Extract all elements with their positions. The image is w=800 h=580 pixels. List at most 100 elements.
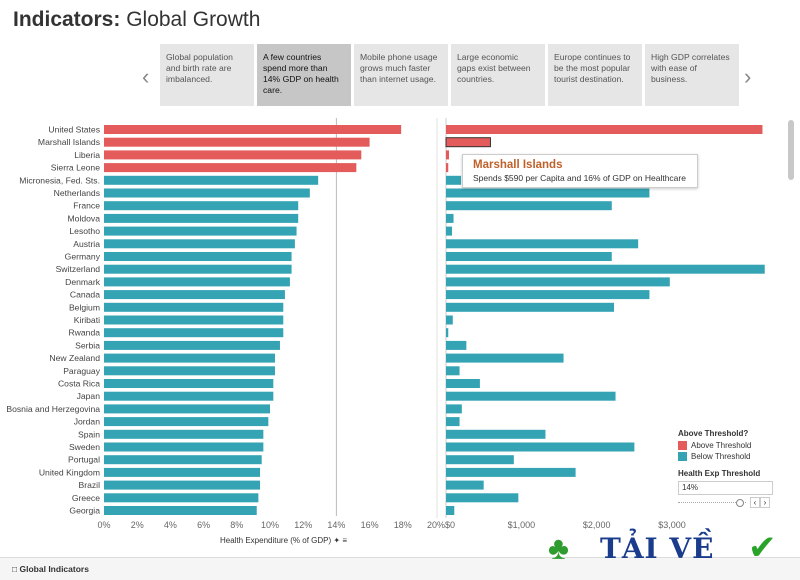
threshold-slider[interactable]: ‹ ›	[678, 497, 770, 509]
gdp-bar	[104, 353, 275, 363]
gdp-bar	[104, 467, 261, 477]
x-axis-title: Health Expenditure (% of GDP) ✦ ≡	[220, 536, 347, 545]
pin-icon[interactable]: ✦	[333, 536, 341, 545]
x-tick-left: 2%	[131, 520, 144, 530]
per-capita-bar	[446, 404, 462, 414]
watermark-text: TẢI VỀ	[600, 532, 715, 565]
category-label: Rwanda	[68, 328, 100, 338]
category-label: Brazil	[79, 480, 101, 490]
per-capita-bar	[446, 226, 453, 236]
footer-bar: □ Global Indicators	[0, 557, 800, 580]
per-capita-bar	[446, 455, 514, 465]
per-capita-bar	[446, 493, 519, 503]
legend-label-below: Below Threshold	[691, 452, 751, 461]
gdp-bar	[104, 175, 319, 185]
per-capita-bar	[446, 353, 564, 363]
legend: Above Threshold? Above Threshold Below T…	[678, 429, 788, 509]
threshold-input[interactable]: 14%	[678, 481, 773, 495]
per-capita-bar	[446, 328, 449, 338]
chevron-right-icon[interactable]: ›	[744, 64, 752, 89]
gdp-bar	[104, 506, 257, 515]
gdp-bar	[104, 404, 270, 414]
category-label: Netherlands	[54, 188, 100, 198]
category-label: France	[73, 201, 100, 211]
x-tick-left: 16%	[361, 520, 379, 530]
category-label: Jordan	[74, 417, 100, 427]
story-card[interactable]: A few countries spend more than 14% GDP …	[257, 44, 351, 106]
story-navigator: ‹ Global population and birth rate are i…	[142, 44, 762, 106]
watermark: ♣ TẢI VỀ ✔	[548, 528, 792, 572]
per-capita-bar	[445, 137, 491, 148]
tooltip: Marshall Islands Spends $590 per Capita …	[462, 154, 698, 188]
x-tick-left: 10%	[261, 520, 279, 530]
x-tick-right: $3,000	[658, 520, 686, 530]
scrollbar-thumb	[788, 120, 794, 180]
per-capita-bar	[446, 302, 615, 312]
decrement-icon[interactable]: ‹	[750, 497, 760, 508]
x-tick-left: 8%	[230, 520, 243, 530]
per-capita-bar	[446, 391, 616, 401]
slider-knob[interactable]	[736, 499, 744, 507]
gdp-bar	[104, 201, 299, 211]
per-capita-bar	[446, 125, 763, 134]
gdp-bar	[104, 125, 402, 134]
category-label: Costa Rica	[58, 379, 100, 389]
story-card[interactable]: Europe continues to be the most popular …	[548, 44, 642, 106]
gdp-bar	[104, 429, 264, 439]
x-tick-left: 20%	[427, 520, 445, 530]
category-label: Liberia	[74, 150, 100, 160]
per-capita-bar	[446, 264, 765, 274]
slider-buttons: ‹ ›	[750, 497, 770, 508]
category-label: Moldova	[68, 213, 101, 223]
story-card[interactable]: Mobile phone usage grows much faster tha…	[354, 44, 448, 106]
per-capita-bar	[446, 163, 449, 173]
tooltip-title: Marshall Islands	[473, 159, 563, 171]
gdp-bar	[104, 277, 290, 287]
sort-icon[interactable]: ≡	[342, 536, 348, 545]
category-label: Lesotho	[69, 226, 100, 236]
checkmark-icon: ✔	[748, 529, 777, 567]
category-label: Sweden	[69, 442, 100, 452]
category-label: Japan	[77, 391, 101, 401]
x-tick-left: 0%	[97, 520, 110, 530]
gdp-bar	[104, 188, 310, 198]
per-capita-bar	[446, 417, 460, 427]
per-capita-bar	[446, 277, 670, 287]
gdp-bar	[104, 493, 259, 503]
per-capita-bar	[446, 252, 612, 261]
category-label: Bosnia and Herzegovina	[6, 404, 100, 414]
legend-item-above[interactable]: Above Threshold	[678, 441, 788, 450]
per-capita-bar	[446, 480, 484, 490]
gdp-bar	[104, 480, 261, 490]
gdp-bar	[104, 391, 274, 401]
page-title: Indicators: Global Growth	[13, 8, 260, 32]
category-label: United Kingdom	[39, 467, 100, 477]
gdp-bar	[104, 150, 362, 160]
category-label: Germany	[65, 252, 101, 262]
gdp-bar	[104, 290, 285, 300]
category-label: Belgium	[69, 302, 100, 312]
category-label: Canada	[70, 290, 100, 300]
gdp-bar	[104, 252, 292, 261]
per-capita-bar	[446, 188, 650, 198]
story-card[interactable]: High GDP correlates with ease of busines…	[645, 44, 739, 106]
story-card[interactable]: Global population and birth rate are imb…	[160, 44, 254, 106]
chevron-left-icon[interactable]: ‹	[142, 64, 150, 89]
legend-item-below[interactable]: Below Threshold	[678, 452, 788, 461]
tab-global-indicators[interactable]: □ Global Indicators	[12, 564, 89, 574]
story-card[interactable]: Large economic gaps exist between countr…	[451, 44, 545, 106]
x-tick-right: $1,000	[508, 520, 536, 530]
legend-swatch-above	[678, 441, 687, 450]
increment-icon[interactable]: ›	[760, 497, 770, 508]
tooltip-body: Spends $590 per Capita and 16% of GDP on…	[473, 173, 686, 183]
x-tick-right: $0	[445, 520, 455, 530]
category-label: Micronesia, Fed. Sts.	[19, 175, 100, 185]
gdp-bar	[104, 442, 264, 452]
gdp-bar	[104, 366, 275, 376]
legend-swatch-below	[678, 452, 687, 461]
title-main: Global Growth	[120, 8, 261, 31]
x-tick-right: $2,000	[583, 520, 611, 530]
per-capita-bar	[446, 201, 612, 211]
gdp-bar	[104, 163, 357, 173]
x-tick-left: 14%	[327, 520, 345, 530]
